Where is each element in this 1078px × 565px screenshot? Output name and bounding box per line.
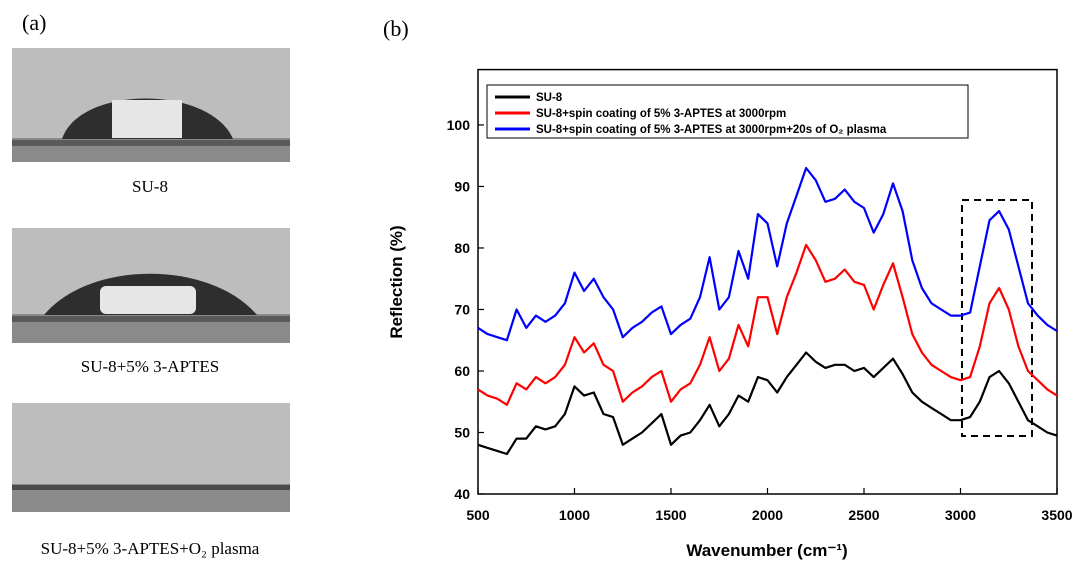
photo bbox=[12, 48, 290, 162]
x-tick-label: 2500 bbox=[848, 507, 879, 523]
legend bbox=[486, 84, 969, 139]
legend-label: SU-8+spin coating of 5% 3-APTES at 3000r… bbox=[536, 124, 887, 136]
y-tick-label: 80 bbox=[454, 240, 470, 256]
highlight-box bbox=[961, 199, 1033, 437]
y-tick-label: 40 bbox=[454, 486, 470, 502]
y-tick-label: 100 bbox=[447, 117, 471, 133]
x-tick-label: 2000 bbox=[752, 507, 783, 523]
caption: SU-8+5% 3-APTES+O₂ plasma bbox=[41, 539, 260, 558]
caption: SU-8 bbox=[132, 177, 168, 196]
x-tick-label: 1500 bbox=[655, 507, 686, 523]
x-axis-label: Wavenumber (cm⁻¹) bbox=[686, 541, 847, 560]
x-tick-label: 1000 bbox=[559, 507, 590, 523]
caption: SU-8+5% 3-APTES bbox=[81, 357, 220, 376]
photo bbox=[12, 403, 290, 512]
panel-label: (b) bbox=[383, 16, 409, 41]
y-axis-label: Reflection (%) bbox=[387, 225, 406, 338]
x-tick-label: 500 bbox=[466, 507, 490, 523]
series-line bbox=[477, 166, 1058, 342]
panel-label: (a) bbox=[22, 10, 46, 35]
series-line bbox=[477, 243, 1058, 406]
x-tick-label: 3000 bbox=[945, 507, 976, 523]
y-tick-label: 60 bbox=[454, 363, 470, 379]
legend-label: SU-8+spin coating of 5% 3-APTES at 3000r… bbox=[536, 108, 786, 120]
legend-label: SU-8 bbox=[536, 92, 563, 104]
y-tick-label: 50 bbox=[454, 424, 470, 440]
series-line bbox=[477, 351, 1058, 456]
x-tick-label: 3500 bbox=[1041, 507, 1072, 523]
y-tick-label: 90 bbox=[454, 178, 470, 194]
photo bbox=[12, 228, 290, 343]
y-tick-label: 70 bbox=[454, 301, 470, 317]
